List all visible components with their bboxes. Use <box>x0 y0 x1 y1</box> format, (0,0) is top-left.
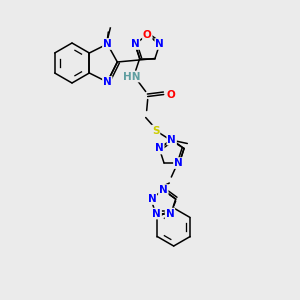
Text: N: N <box>103 77 112 87</box>
Text: N: N <box>166 208 174 219</box>
Text: N: N <box>159 185 168 195</box>
Text: N: N <box>103 39 112 49</box>
Text: N: N <box>155 143 164 154</box>
Text: N: N <box>130 39 139 49</box>
Text: HN: HN <box>123 71 140 82</box>
Text: O: O <box>143 30 152 40</box>
Text: O: O <box>166 89 175 100</box>
Text: N: N <box>155 39 164 49</box>
Text: N: N <box>174 158 183 168</box>
Text: N: N <box>148 194 156 204</box>
Text: N: N <box>152 208 161 219</box>
Text: N: N <box>167 134 176 145</box>
Text: S: S <box>152 125 159 136</box>
